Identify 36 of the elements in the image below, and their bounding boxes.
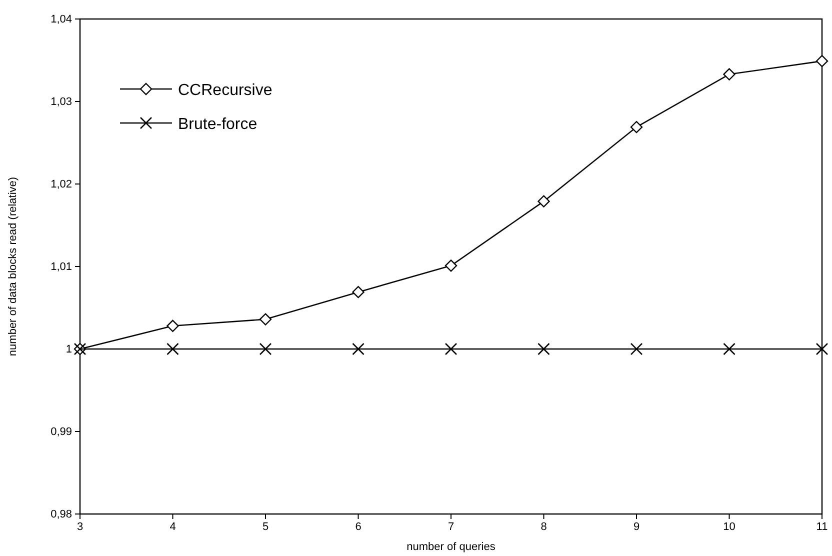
legend-label: CCRecursive <box>178 82 272 99</box>
point <box>538 342 550 356</box>
point <box>816 54 828 68</box>
point <box>538 195 550 208</box>
point <box>259 342 272 356</box>
point <box>630 342 643 356</box>
point <box>166 342 179 356</box>
x-tick-label: 3 <box>76 520 84 533</box>
point <box>444 342 458 356</box>
y-tick-label: 1,04 <box>50 14 72 26</box>
x-tick-label: 7 <box>448 520 454 533</box>
x-tick-label: 5 <box>262 520 269 533</box>
x-tick-label: 11 <box>816 520 828 533</box>
y-tick-label: 1,01 <box>50 261 72 274</box>
y-tick-label: 1,02 <box>50 178 72 191</box>
x-axis-title: number of queries <box>406 541 496 553</box>
point <box>816 342 828 356</box>
y-tick-label: 1 <box>66 344 72 356</box>
point <box>723 342 736 356</box>
y-tick-label: 0,99 <box>50 426 72 438</box>
x-tick-label: 4 <box>170 520 176 533</box>
point <box>630 120 643 134</box>
point <box>166 320 179 332</box>
y-tick-label: 0,98 <box>50 508 72 521</box>
y-axis-title: number of data blocks read (relative) <box>7 176 19 356</box>
y-tick-label: 1,03 <box>50 96 72 108</box>
point <box>723 68 736 80</box>
legend-label: Brute-force <box>178 116 258 133</box>
point <box>352 342 364 356</box>
x-tick-label: 10 <box>723 520 736 533</box>
x-tick-label: 6 <box>355 520 362 533</box>
point <box>352 286 364 298</box>
x-tick-label: 9 <box>633 520 640 533</box>
point <box>444 260 458 272</box>
point <box>259 313 272 326</box>
x-tick-label: 8 <box>540 520 547 533</box>
